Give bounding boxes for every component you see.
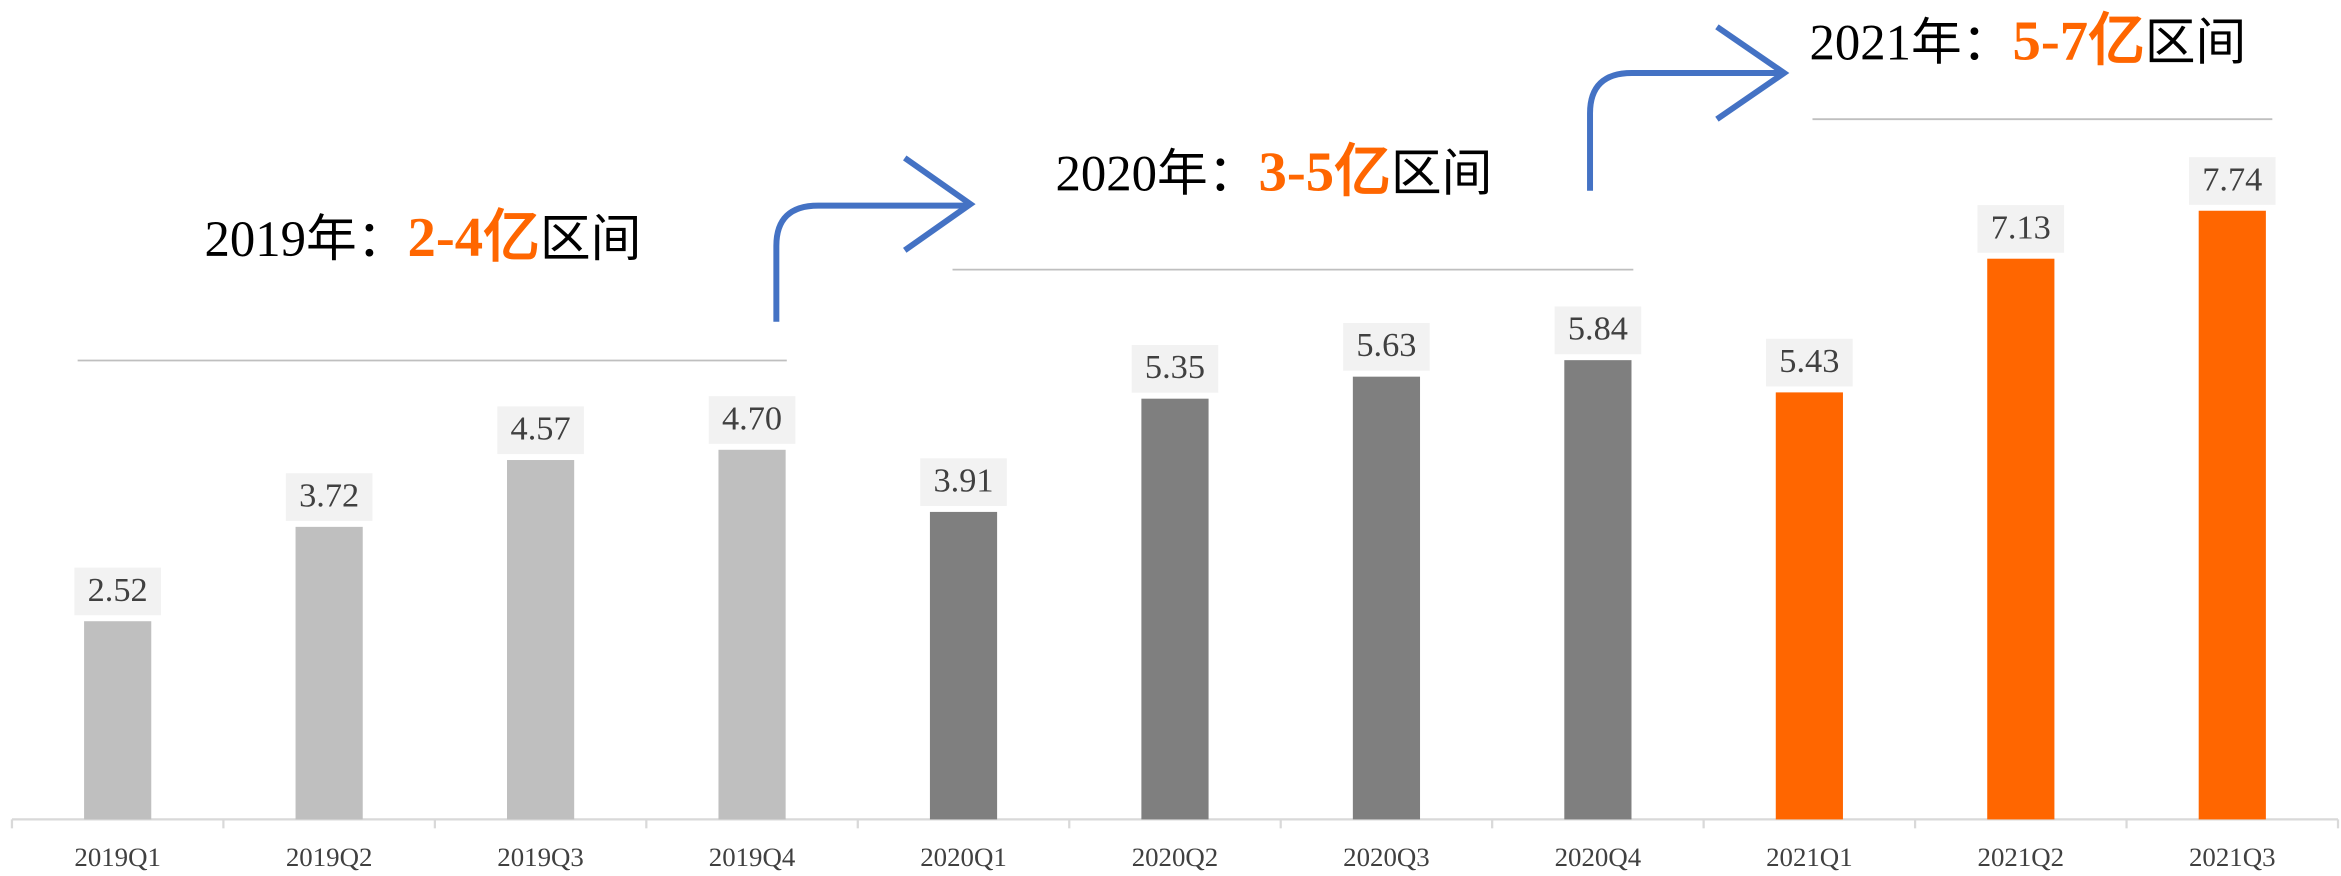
x-tick-label: 2019Q2 xyxy=(286,842,373,872)
value-label: 3.72 xyxy=(299,476,359,514)
value-label-bg xyxy=(1343,323,1430,371)
bar xyxy=(1987,258,2055,820)
bar xyxy=(1141,398,1209,820)
annotation: 2019年：2-4亿区间 xyxy=(205,206,642,269)
annotation-range: 2-4亿 xyxy=(408,206,540,269)
value-label: 3.91 xyxy=(933,462,993,500)
x-tick-label: 2021Q1 xyxy=(1766,842,1853,872)
value-label-bg xyxy=(497,406,584,455)
bar xyxy=(1775,392,1843,820)
x-tick-label: 2020Q2 xyxy=(1132,842,1219,872)
annotation-suffix: 区间 xyxy=(2145,15,2246,71)
bar xyxy=(507,460,575,820)
value-label-bg xyxy=(2188,157,2276,205)
value-label: 4.57 xyxy=(511,410,571,448)
value-label-bg xyxy=(1554,306,1642,355)
annotation-suffix: 区间 xyxy=(540,211,641,267)
value-label: 5.84 xyxy=(1568,310,1628,348)
value-label-bg xyxy=(1977,205,2065,253)
x-tick-label: 2021Q2 xyxy=(1978,842,2065,872)
annotation-range: 3-5亿 xyxy=(1259,141,1391,204)
arrow-head xyxy=(1715,24,1790,122)
annotation: 2021年：5-7亿区间 xyxy=(1809,10,2246,73)
value-label: 5.63 xyxy=(1356,326,1416,364)
arrow xyxy=(773,202,968,322)
bar xyxy=(295,526,363,820)
bar xyxy=(1564,360,1632,820)
annotation-prefix: 2020年： xyxy=(1056,146,1259,202)
value-label: 7.74 xyxy=(2202,160,2262,198)
value-label: 5.43 xyxy=(1779,342,1839,380)
x-tick-label: 2021Q3 xyxy=(2189,842,2276,872)
value-label: 4.70 xyxy=(722,399,782,437)
x-tick-label: 2019Q3 xyxy=(497,842,584,872)
value-label-bg xyxy=(920,458,1007,506)
value-label-bg xyxy=(708,396,796,444)
bar xyxy=(84,621,152,820)
x-tick-label: 2020Q3 xyxy=(1343,842,1430,872)
arrow-head xyxy=(903,155,976,253)
value-label: 5.35 xyxy=(1145,348,1205,386)
value-label-bg xyxy=(285,473,373,521)
bar xyxy=(718,449,786,820)
x-tick-label: 2020Q1 xyxy=(920,842,1007,872)
value-label-bg xyxy=(1131,345,1219,393)
value-label: 7.13 xyxy=(1991,208,2051,246)
bar xyxy=(2198,210,2266,820)
annotation: 2020年：3-5亿区间 xyxy=(1056,141,1493,204)
arrow xyxy=(1587,70,1782,191)
value-label-bg xyxy=(1766,338,1853,387)
annotation-prefix: 2019年： xyxy=(205,211,408,267)
x-tick-label: 2019Q4 xyxy=(709,842,796,872)
x-tick-label: 2019Q1 xyxy=(74,842,161,872)
annotation-prefix: 2021年： xyxy=(1809,15,2012,71)
annotation-range: 5-7亿 xyxy=(2012,10,2144,73)
x-tick-label: 2020Q4 xyxy=(1555,842,1642,872)
annotation-suffix: 区间 xyxy=(1391,146,1492,202)
value-label-bg xyxy=(74,567,161,616)
bar xyxy=(1352,376,1421,820)
value-label: 2.52 xyxy=(88,571,148,609)
bar xyxy=(929,511,998,820)
